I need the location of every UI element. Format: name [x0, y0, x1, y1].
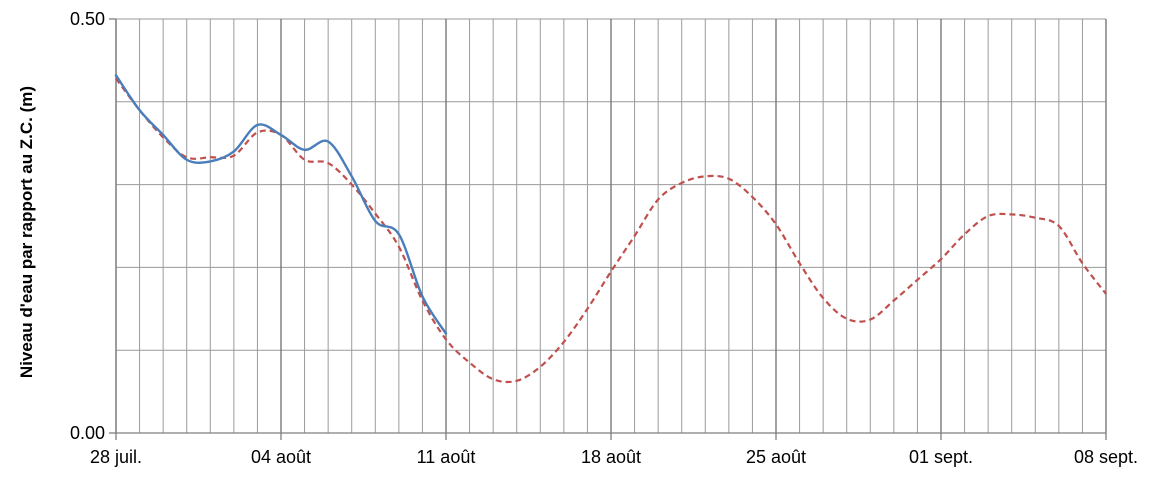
x-tick-label: 11 août: [417, 447, 476, 467]
series-layer: [114, 74, 1107, 384]
x-tick-label: 01 sept.: [909, 447, 973, 467]
y-tick-labels: 0.00 0.50: [70, 9, 105, 443]
x-tick-label: 28 juil.: [90, 447, 142, 467]
x-tick-labels: 28 juil. 04 août 11 août 18 août 25 août 01 s…: [90, 447, 1138, 467]
x-tick-label: 18 août: [581, 447, 641, 467]
axes: [109, 18, 1107, 440]
x-tick-label: 04 août: [251, 447, 311, 467]
series-line-solid: [114, 74, 448, 335]
y-tick-label: 0.50: [70, 9, 105, 29]
x-tick-label: 08 sept.: [1074, 447, 1138, 467]
y-tick-label: 0.00: [70, 423, 105, 443]
minor-gridlines: [139, 19, 1083, 433]
major-gridlines: [115, 18, 1107, 433]
y-axis-title: Niveau d'eau par rapport au Z.C. (m): [17, 86, 36, 378]
x-tick-label: 25 août: [746, 447, 806, 467]
